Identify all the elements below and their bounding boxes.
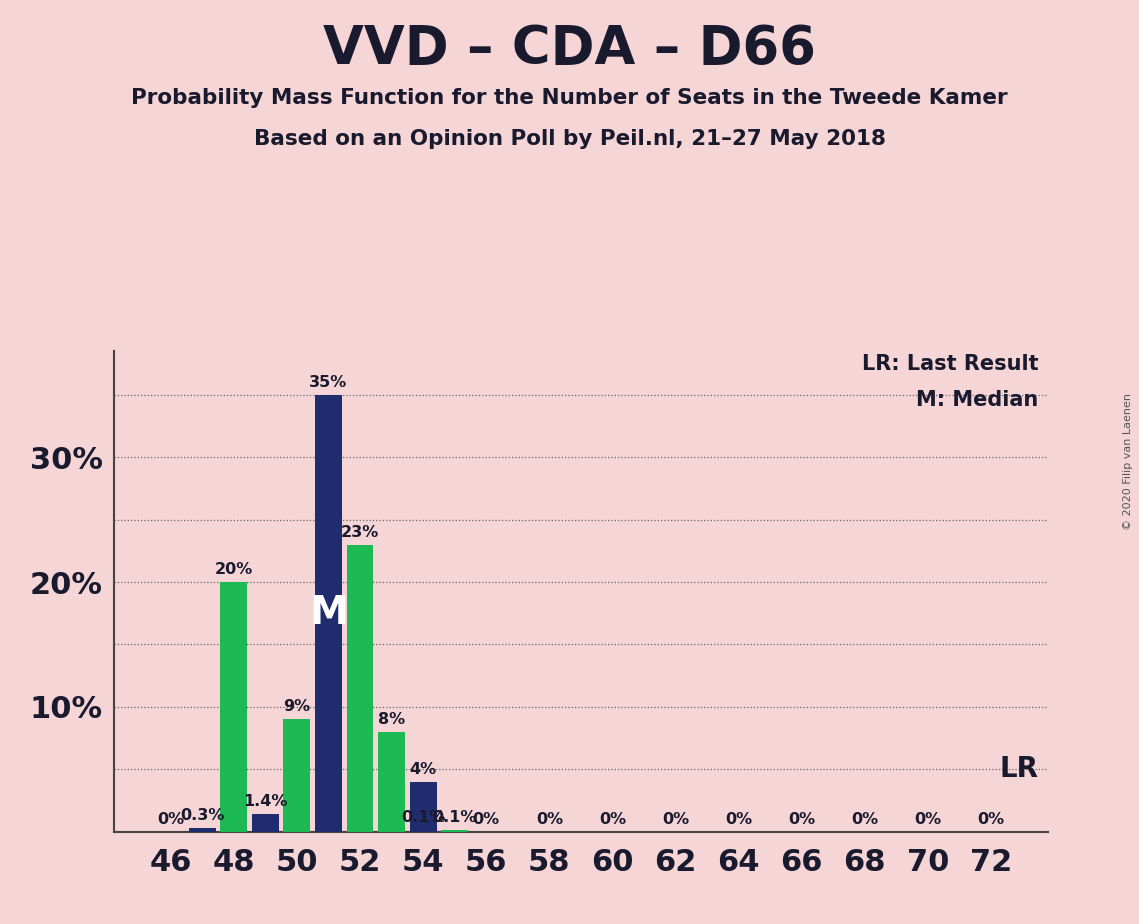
Text: M: Median: M: Median: [916, 390, 1039, 409]
Text: 0%: 0%: [473, 811, 500, 827]
Text: 1.4%: 1.4%: [243, 794, 287, 809]
Text: 0%: 0%: [915, 811, 942, 827]
Bar: [252, 814, 279, 832]
Bar: [220, 582, 247, 832]
Bar: [189, 828, 215, 832]
Text: VVD – CDA – D66: VVD – CDA – D66: [323, 23, 816, 75]
Bar: [378, 732, 405, 832]
Text: Based on an Opinion Poll by Peil.nl, 21–27 May 2018: Based on an Opinion Poll by Peil.nl, 21–…: [254, 129, 885, 150]
Text: 4%: 4%: [410, 761, 436, 777]
Bar: [441, 831, 468, 832]
Text: LR: Last Result: LR: Last Result: [862, 354, 1039, 373]
Text: 0%: 0%: [157, 811, 185, 827]
Text: LR: LR: [999, 755, 1039, 784]
Text: 0%: 0%: [977, 811, 1005, 827]
Text: 0%: 0%: [662, 811, 689, 827]
Text: 35%: 35%: [310, 375, 347, 390]
Text: Probability Mass Function for the Number of Seats in the Tweede Kamer: Probability Mass Function for the Number…: [131, 88, 1008, 108]
Text: M: M: [309, 594, 347, 632]
Bar: [316, 395, 342, 832]
Text: 0%: 0%: [535, 811, 563, 827]
Text: 0%: 0%: [726, 811, 752, 827]
Bar: [284, 719, 310, 832]
Text: 0%: 0%: [788, 811, 816, 827]
Text: 0%: 0%: [851, 811, 878, 827]
Text: 9%: 9%: [284, 699, 311, 714]
Text: 0.1%: 0.1%: [401, 810, 445, 825]
Text: 8%: 8%: [378, 711, 405, 727]
Bar: [410, 831, 436, 832]
Bar: [410, 782, 436, 832]
Text: 0%: 0%: [599, 811, 626, 827]
Text: 0.1%: 0.1%: [433, 810, 477, 825]
Text: 23%: 23%: [341, 525, 379, 540]
Text: © 2020 Filip van Laenen: © 2020 Filip van Laenen: [1123, 394, 1132, 530]
Bar: [346, 544, 374, 832]
Text: 20%: 20%: [214, 562, 253, 577]
Text: 0.3%: 0.3%: [180, 808, 224, 823]
